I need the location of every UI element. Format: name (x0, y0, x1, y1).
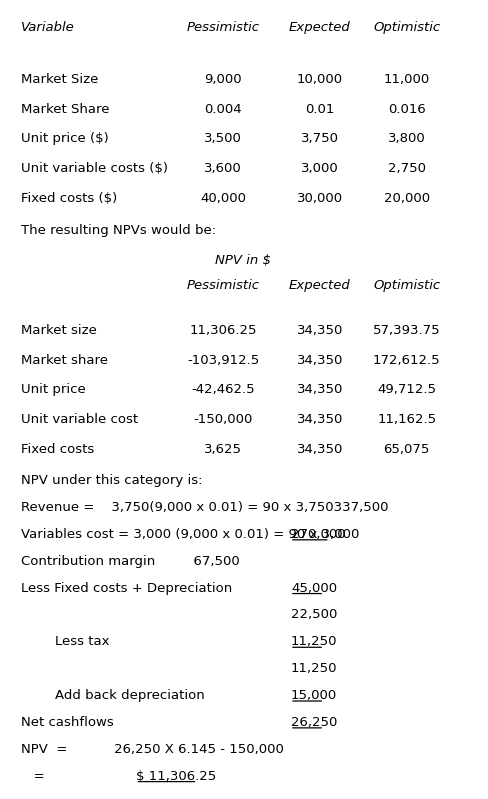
Text: Add back depreciation: Add back depreciation (20, 689, 204, 702)
Text: 40,000: 40,000 (200, 192, 246, 205)
Text: Unit variable cost: Unit variable cost (20, 413, 138, 426)
Text: 3,500: 3,500 (204, 133, 242, 145)
Text: 34,350: 34,350 (296, 384, 343, 396)
Text: Revenue =    3,750(9,000 x 0.01) = 90 x 3,750337,500: Revenue = 3,750(9,000 x 0.01) = 90 x 3,7… (20, 501, 387, 514)
Text: 3,750: 3,750 (300, 133, 338, 145)
Text: Market share: Market share (20, 354, 107, 367)
Text: 11,000: 11,000 (383, 73, 429, 85)
Text: 22,500: 22,500 (290, 608, 337, 622)
Text: Less Fixed costs + Depreciation: Less Fixed costs + Depreciation (20, 582, 231, 594)
Text: 3,625: 3,625 (204, 443, 242, 456)
Text: 49,712.5: 49,712.5 (376, 384, 435, 396)
Text: Unit price: Unit price (20, 384, 85, 396)
Text: 34,350: 34,350 (296, 443, 343, 456)
Text: 11,306.25: 11,306.25 (189, 324, 257, 337)
Text: Expected: Expected (288, 21, 350, 34)
Text: The resulting NPVs would be:: The resulting NPVs would be: (20, 225, 215, 237)
Text: -103,912.5: -103,912.5 (187, 354, 259, 367)
Text: 11,162.5: 11,162.5 (376, 413, 435, 426)
Text: 0.016: 0.016 (387, 102, 425, 116)
Text: 10,000: 10,000 (296, 73, 342, 85)
Text: 26,250: 26,250 (290, 716, 337, 729)
Text: -42,462.5: -42,462.5 (191, 384, 255, 396)
Text: 45,000: 45,000 (290, 582, 336, 594)
Text: Market Share: Market Share (20, 102, 109, 116)
Text: Variable: Variable (20, 21, 74, 34)
Text: 0.01: 0.01 (305, 102, 334, 116)
Text: Fixed costs ($): Fixed costs ($) (20, 192, 117, 205)
Text: 15,000: 15,000 (290, 689, 336, 702)
Text: 57,393.75: 57,393.75 (372, 324, 440, 337)
Text: 34,350: 34,350 (296, 413, 343, 426)
Text: Pessimistic: Pessimistic (186, 21, 259, 34)
Text: 3,600: 3,600 (204, 162, 242, 175)
Text: Net cashflows: Net cashflows (20, 716, 113, 729)
Text: 11,250: 11,250 (290, 662, 337, 675)
Text: 270,000: 270,000 (290, 528, 345, 541)
Text: 20,000: 20,000 (383, 192, 429, 205)
Text: Pessimistic: Pessimistic (186, 280, 259, 292)
Text: Unit price ($): Unit price ($) (20, 133, 108, 145)
Text: 172,612.5: 172,612.5 (372, 354, 440, 367)
Text: Expected: Expected (288, 280, 350, 292)
Text: 34,350: 34,350 (296, 354, 343, 367)
Text: Optimistic: Optimistic (372, 280, 439, 292)
Text: Fixed costs: Fixed costs (20, 443, 94, 456)
Text: Market size: Market size (20, 324, 96, 337)
Text: 3,000: 3,000 (301, 162, 338, 175)
Text: Unit variable costs ($): Unit variable costs ($) (20, 162, 167, 175)
Text: 9,000: 9,000 (204, 73, 242, 85)
Text: =: = (20, 769, 44, 782)
Text: Optimistic: Optimistic (372, 21, 439, 34)
Text: 3,800: 3,800 (387, 133, 425, 145)
Text: NPV in $: NPV in $ (214, 254, 270, 267)
Text: 30,000: 30,000 (296, 192, 342, 205)
Text: Contribution margin         67,500: Contribution margin 67,500 (20, 555, 239, 567)
Text: Less tax: Less tax (20, 635, 109, 648)
Text: 2,750: 2,750 (387, 162, 425, 175)
Text: -150,000: -150,000 (193, 413, 252, 426)
Text: Market Size: Market Size (20, 73, 98, 85)
Text: NPV under this category is:: NPV under this category is: (20, 474, 202, 487)
Text: $ 11,306.25: $ 11,306.25 (136, 769, 216, 782)
Text: 65,075: 65,075 (383, 443, 429, 456)
Text: 0.004: 0.004 (204, 102, 242, 116)
Text: Variables cost = 3,000 (9,000 x 0.01) = 90 x 3,000: Variables cost = 3,000 (9,000 x 0.01) = … (20, 528, 358, 541)
Text: 34,350: 34,350 (296, 324, 343, 337)
Text: NPV  =           26,250 X 6.145 - 150,000: NPV = 26,250 X 6.145 - 150,000 (20, 743, 283, 756)
Text: 11,250: 11,250 (290, 635, 337, 648)
